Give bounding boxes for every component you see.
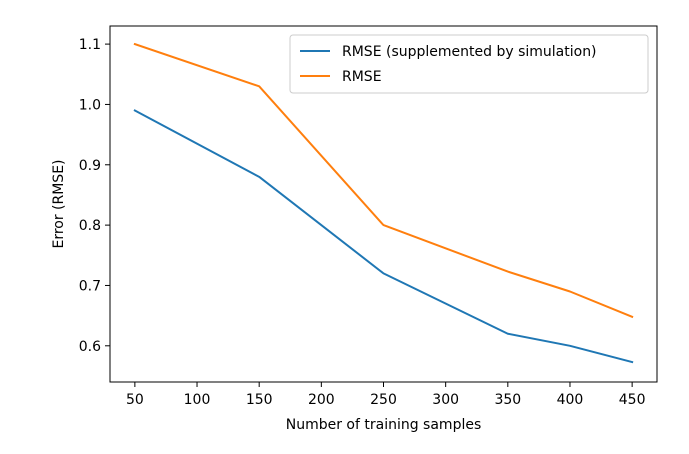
y-tick-label-2: 0.8 [79, 218, 101, 234]
x-tick-label-1: 100 [184, 392, 211, 408]
axes-layer: 50 100 150 200 250 300 350 400 450 0.6 0.7 0.8 0.9 1.… [79, 25, 658, 408]
y-tick-label-3: 0.9 [79, 158, 101, 174]
legend-label-0: RMSE (supplemented by simulation) [342, 44, 597, 60]
legend: RMSE (supplemented by simulation) RMSE [289, 34, 649, 94]
y-tick-label-5: 1.1 [79, 37, 101, 53]
x-tick-label-0: 50 [126, 392, 144, 408]
x-tick-label-2: 150 [246, 392, 273, 408]
y-tick-label-1: 0.7 [79, 278, 101, 294]
x-tick-label-3: 200 [308, 392, 335, 408]
legend-label-1: RMSE [342, 69, 382, 85]
series-line-0 [133, 109, 634, 364]
x-axis-label: Number of training samples [286, 417, 482, 433]
y-tick-label-0: 0.6 [79, 339, 101, 355]
x-tick-label-5: 300 [432, 392, 459, 408]
y-axis-label: Error (RMSE) [51, 159, 67, 248]
legend-box [289, 34, 649, 94]
x-tick-label-8: 450 [619, 392, 646, 408]
series-layer [133, 42, 634, 364]
x-tick-label-7: 400 [557, 392, 584, 408]
x-tick-label-6: 350 [494, 392, 521, 408]
x-tick-label-4: 250 [370, 392, 397, 408]
series-line-1 [133, 42, 634, 319]
y-tick-label-4: 1.0 [79, 97, 101, 113]
